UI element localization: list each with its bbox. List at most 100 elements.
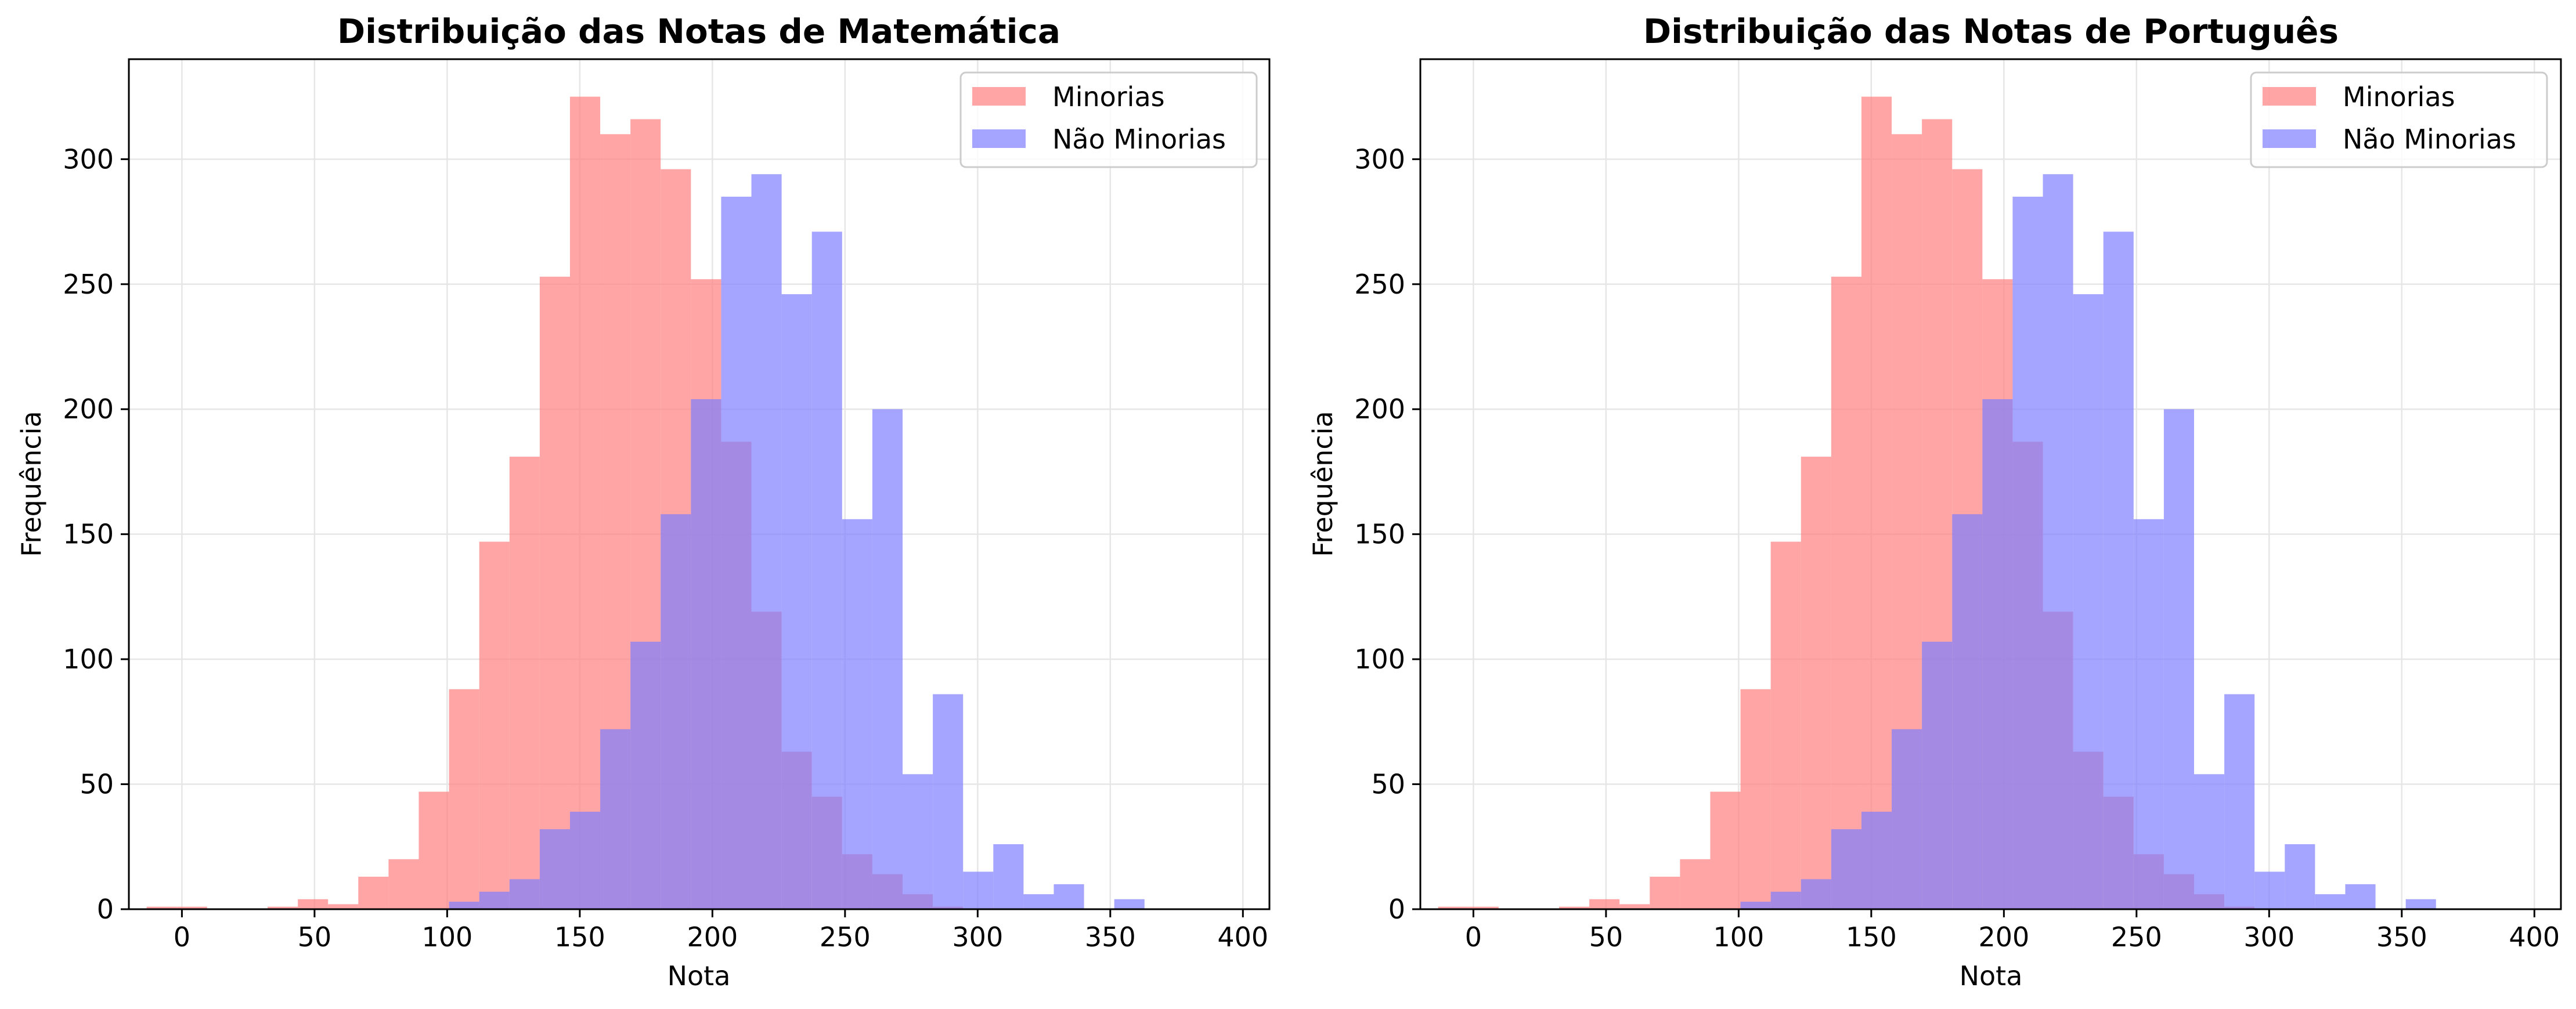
x-tick-label: 300 bbox=[952, 921, 1003, 953]
ticks: 0 50 100 150 200 250 300 350 400 0 50 100 150 200 250 3… bbox=[1354, 143, 2560, 953]
x-tick-label: 150 bbox=[1846, 921, 1897, 953]
ticks: 0 50 100 150 200 250 300 350 400 0 50 100 150 200 250 3… bbox=[63, 143, 1268, 953]
bar-minorias bbox=[1559, 906, 1590, 909]
bar-minorias bbox=[1710, 791, 1741, 909]
bar-minorias bbox=[479, 541, 510, 909]
x-tick-label: 350 bbox=[1085, 921, 1136, 953]
bar-minorias bbox=[176, 906, 207, 909]
bar-nao-minorias bbox=[1023, 894, 1054, 909]
chart-title: Distribuição das Notas de Português bbox=[1643, 12, 2339, 51]
bar-minorias bbox=[358, 876, 389, 909]
bar-nao-minorias bbox=[1892, 729, 1922, 909]
bar-nao-minorias bbox=[479, 891, 510, 909]
bar-nao-minorias bbox=[2345, 884, 2376, 909]
bar-minorias bbox=[388, 859, 419, 909]
bar-nao-minorias bbox=[2254, 871, 2285, 909]
bar-nao-minorias bbox=[449, 902, 479, 909]
y-tick-label: 150 bbox=[63, 519, 114, 550]
bar-minorias bbox=[418, 791, 449, 909]
y-tick-label: 150 bbox=[1354, 519, 1405, 550]
y-tick-label: 0 bbox=[97, 894, 114, 925]
x-tick-label: 50 bbox=[298, 921, 332, 953]
x-axis-label: Nota bbox=[668, 960, 731, 992]
x-tick-label: 250 bbox=[820, 921, 871, 953]
y-tick-label: 300 bbox=[1354, 143, 1405, 175]
x-tick-label: 50 bbox=[1589, 921, 1623, 953]
bar-nao-minorias bbox=[1831, 829, 1861, 909]
bar-nao-minorias bbox=[661, 514, 691, 909]
bar-nao-minorias bbox=[933, 694, 964, 909]
bar-nao-minorias bbox=[781, 294, 812, 909]
bar-minorias bbox=[1801, 457, 1831, 909]
legend-label-nao-minorias: Não Minorias bbox=[1052, 124, 1226, 155]
bar-nao-minorias bbox=[1801, 879, 1831, 909]
legend-swatch-nao-minorias bbox=[2263, 129, 2316, 148]
chart-title: Distribuição das Notas de Matemática bbox=[337, 12, 1060, 51]
x-tick-label: 150 bbox=[554, 921, 605, 953]
legend-label-nao-minorias: Não Minorias bbox=[2343, 124, 2516, 155]
x-tick-label: 400 bbox=[2509, 921, 2560, 953]
legend-label-minorias: Minorias bbox=[2343, 81, 2455, 113]
portuguese-chart-panel: Distribuição das Notas de Português Nota… bbox=[1307, 12, 2562, 992]
bar-nao-minorias bbox=[2163, 409, 2195, 909]
bar-minorias bbox=[1650, 876, 1680, 909]
x-tick-label: 200 bbox=[1978, 921, 2029, 953]
x-tick-label: 300 bbox=[2243, 921, 2294, 953]
legend: Minorias Não Minorias bbox=[2250, 71, 2548, 168]
bar-nao-minorias bbox=[751, 174, 782, 910]
y-axis-label: Frequência bbox=[16, 411, 47, 556]
bar-minorias bbox=[1740, 689, 1771, 909]
legend-box bbox=[959, 71, 1258, 168]
x-axis-label: Nota bbox=[1960, 960, 2023, 992]
bar-minorias bbox=[328, 904, 359, 909]
bar-minorias bbox=[146, 906, 177, 909]
x-tick-label: 200 bbox=[687, 921, 738, 953]
bar-nao-minorias bbox=[691, 399, 721, 909]
legend-label-minorias: Minorias bbox=[1052, 81, 1165, 113]
bar-minorias bbox=[509, 457, 540, 909]
bar-nao-minorias bbox=[811, 232, 842, 909]
y-tick-label: 0 bbox=[1388, 894, 1405, 925]
bar-minorias bbox=[1619, 904, 1650, 909]
bar-minorias bbox=[1680, 859, 1711, 909]
bar-nao-minorias bbox=[1770, 891, 1801, 909]
bar-minorias bbox=[298, 899, 329, 909]
bar-minorias bbox=[569, 96, 601, 909]
bar-nao-minorias bbox=[509, 879, 540, 909]
bar-nao-minorias bbox=[903, 774, 933, 909]
bar-nao-minorias bbox=[2133, 519, 2164, 909]
bar-nao-minorias bbox=[2285, 844, 2315, 909]
bar-nao-minorias bbox=[721, 196, 752, 909]
bars bbox=[146, 96, 1145, 910]
legend-swatch-nao-minorias bbox=[972, 129, 1026, 148]
x-tick-label: 0 bbox=[174, 921, 190, 953]
bar-nao-minorias bbox=[1861, 811, 1892, 909]
bar-minorias bbox=[1831, 276, 1861, 909]
bar-nao-minorias bbox=[872, 409, 903, 909]
legend: Minorias Não Minorias bbox=[959, 71, 1258, 168]
plot-frame bbox=[128, 58, 1271, 910]
y-tick-label: 250 bbox=[63, 269, 114, 300]
bar-nao-minorias bbox=[2073, 294, 2104, 909]
y-tick-label: 50 bbox=[1371, 769, 1405, 800]
y-tick-label: 200 bbox=[1354, 393, 1405, 425]
plot-frame bbox=[1419, 58, 2562, 910]
x-tick-label: 400 bbox=[1217, 921, 1268, 953]
bar-nao-minorias bbox=[1054, 884, 1084, 909]
bar-minorias bbox=[449, 689, 479, 909]
x-tick-label: 0 bbox=[1465, 921, 1482, 953]
bar-nao-minorias bbox=[569, 811, 601, 909]
bar-minorias bbox=[1438, 906, 1469, 909]
bar-minorias bbox=[1589, 899, 1620, 909]
bar-nao-minorias bbox=[2012, 196, 2043, 909]
bar-nao-minorias bbox=[2405, 899, 2436, 909]
math-chart-panel: Distribuição das Notas de Matemática Not… bbox=[16, 12, 1271, 992]
bar-nao-minorias bbox=[1740, 902, 1771, 909]
bar-nao-minorias bbox=[1922, 641, 1953, 909]
y-tick-label: 100 bbox=[63, 643, 114, 675]
bar-nao-minorias bbox=[842, 519, 872, 909]
legend-box bbox=[2250, 71, 2548, 168]
bar-nao-minorias bbox=[2224, 694, 2255, 909]
bar-nao-minorias bbox=[2043, 174, 2073, 910]
bar-minorias bbox=[268, 906, 298, 909]
